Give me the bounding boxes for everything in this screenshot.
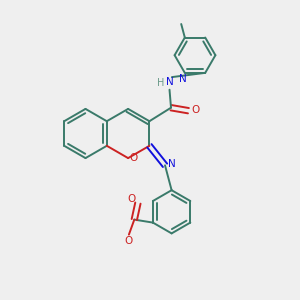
Text: O: O [127, 194, 135, 205]
Text: N: N [166, 77, 174, 87]
Text: O: O [129, 153, 138, 163]
Text: O: O [124, 236, 132, 246]
Text: N: N [168, 159, 176, 169]
Text: N: N [179, 74, 187, 84]
Text: O: O [191, 105, 199, 115]
Text: H: H [158, 78, 165, 88]
